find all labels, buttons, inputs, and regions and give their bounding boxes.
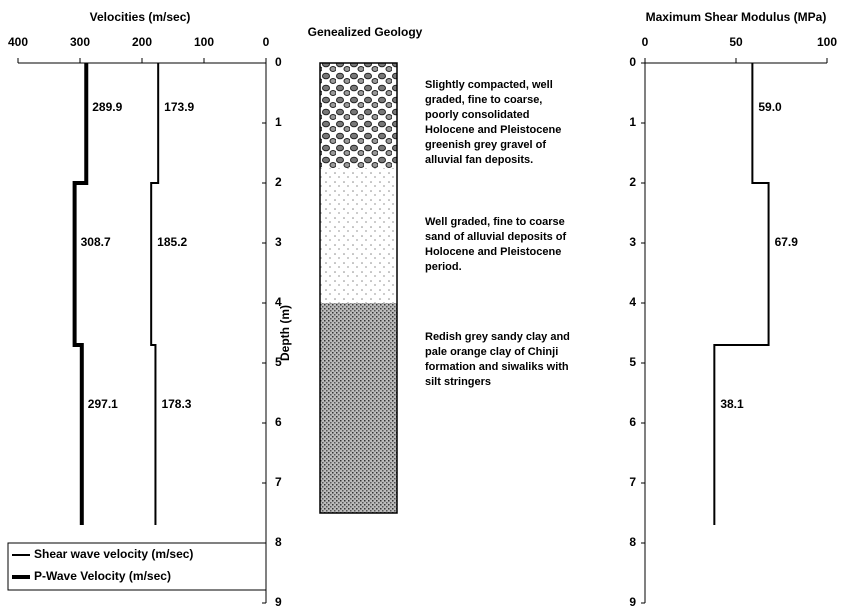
- data-label: 173.9: [164, 100, 194, 114]
- geology-layer: [320, 303, 397, 513]
- x-tick-label: 0: [642, 35, 649, 49]
- data-label: 67.9: [775, 235, 799, 249]
- series-line: [150, 63, 160, 525]
- data-label: 178.3: [161, 397, 191, 411]
- x-tick-label: 100: [817, 35, 837, 49]
- y-tick-label: 0: [629, 55, 636, 69]
- series-line: [72, 63, 89, 525]
- y-tick-label: 3: [275, 235, 282, 249]
- legend-label: Shear wave velocity (m/sec): [34, 547, 193, 561]
- data-label: 38.1: [720, 397, 744, 411]
- y-tick-label: 1: [275, 115, 282, 129]
- geology-description: Slightly compacted, well: [425, 79, 553, 91]
- y-tick-label: 9: [275, 595, 282, 608]
- y-tick-label: 7: [275, 475, 282, 489]
- geology-description: Holocene and Pleistocene: [425, 246, 561, 258]
- geology-description: pale orange clay of Chinji: [425, 346, 558, 358]
- x-tick-label: 50: [729, 35, 743, 49]
- y-tick-label: 4: [629, 295, 636, 309]
- legend-label: P-Wave Velocity (m/sec): [34, 569, 171, 583]
- y-tick-label: 4: [275, 295, 282, 309]
- legend: Shear wave velocity (m/sec) P-Wave Veloci…: [7, 542, 267, 591]
- y-tick-label: 6: [275, 415, 282, 429]
- geology-description: silt stringers: [425, 376, 491, 388]
- legend-box: [7, 542, 267, 591]
- y-tick-label: 3: [629, 235, 636, 249]
- y-tick-label: 7: [629, 475, 636, 489]
- geology-description: greenish grey gravel of: [425, 139, 546, 151]
- y-tick-label: 2: [275, 175, 282, 189]
- y-tick-label: 9: [629, 595, 636, 608]
- y-tick-label: 2: [629, 175, 636, 189]
- series-line: [713, 63, 770, 525]
- geology-description: period.: [425, 261, 462, 273]
- y-tick-label: 6: [629, 415, 636, 429]
- geology-description: poorly consolidated: [425, 109, 530, 121]
- x-tick-label: 400: [8, 35, 28, 49]
- geology-layer: [320, 63, 397, 168]
- geology-description: Well graded, fine to coarse: [425, 216, 565, 228]
- y-tick-label: 8: [275, 535, 282, 549]
- geology-description: sand of alluvial deposits of: [425, 231, 567, 243]
- geology-description: alluvial fan deposits.: [425, 154, 533, 166]
- geology-description: Holocene and Pleistocene: [425, 124, 561, 136]
- data-label: 297.1: [88, 397, 118, 411]
- x-tick-label: 0: [263, 35, 270, 49]
- geology-layer: [320, 168, 397, 303]
- geology-description: graded, fine to coarse,: [425, 94, 542, 106]
- data-label: 289.9: [92, 100, 122, 114]
- data-label: 59.0: [758, 100, 782, 114]
- y-axis-label: Depth (m): [278, 305, 292, 361]
- chart-title: Velocities (m/sec): [90, 10, 191, 24]
- y-tick-label: 0: [275, 55, 282, 69]
- data-label: 308.7: [81, 235, 111, 249]
- geology-description: formation and siwaliks with: [425, 361, 569, 373]
- x-tick-label: 100: [194, 35, 214, 49]
- y-tick-label: 8: [629, 535, 636, 549]
- geology-title: Genealized Geology: [308, 25, 423, 39]
- y-tick-label: 5: [275, 355, 282, 369]
- geology-description: Redish grey sandy clay and: [425, 331, 570, 343]
- x-tick-label: 300: [70, 35, 90, 49]
- y-tick-label: 1: [629, 115, 636, 129]
- x-tick-label: 200: [132, 35, 152, 49]
- y-tick-label: 5: [629, 355, 636, 369]
- geology-column-border: [319, 62, 398, 514]
- chart-title: Maximum Shear Modulus (MPa): [646, 10, 827, 24]
- data-label: 185.2: [157, 235, 187, 249]
